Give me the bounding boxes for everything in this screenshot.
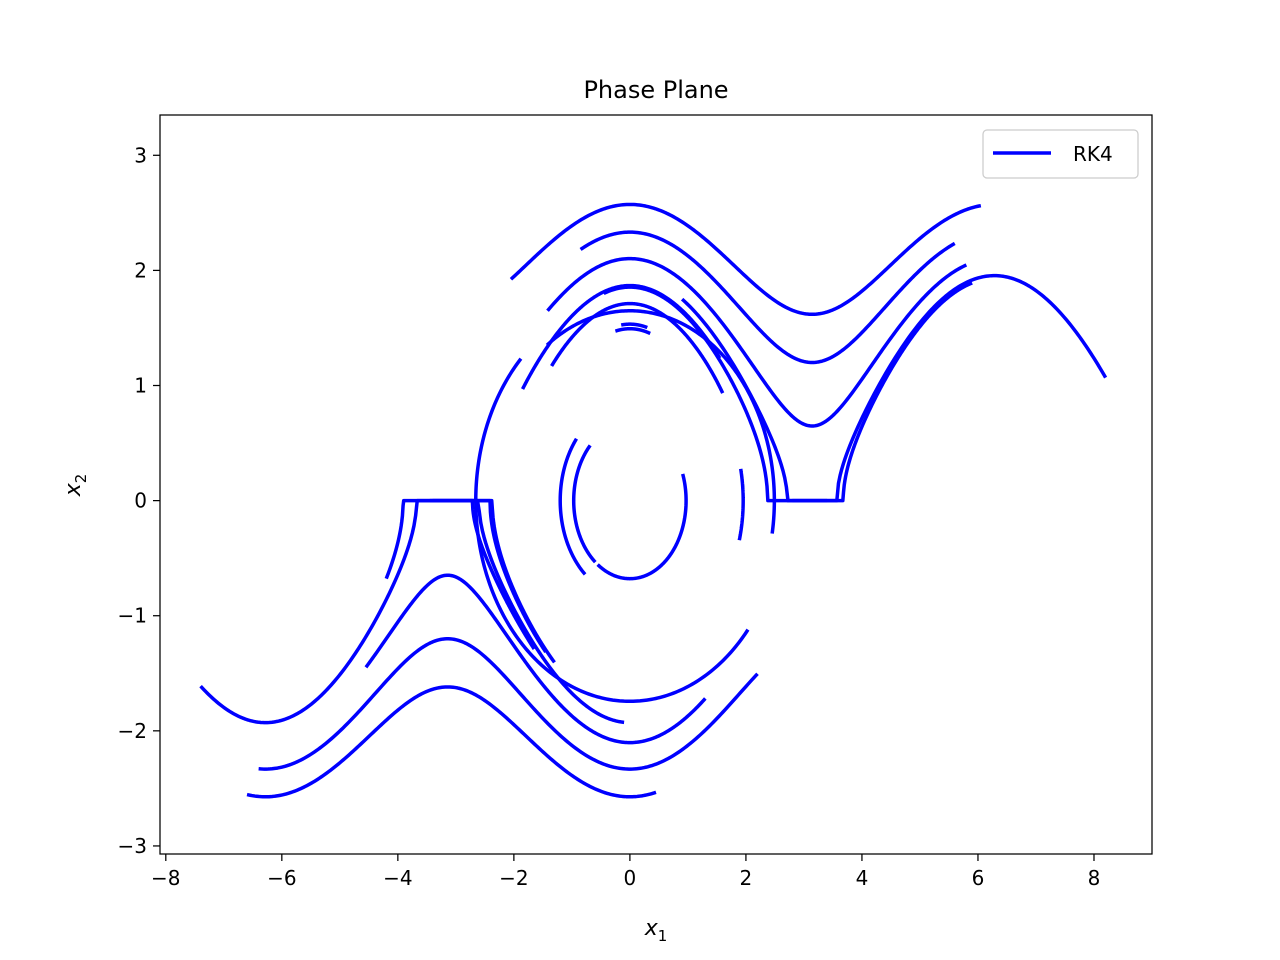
y-axis-label-main: x [61, 482, 86, 497]
x-tick-label: −2 [499, 866, 528, 890]
trajectory-line-8 [619, 322, 649, 330]
x-axis-label-subscript: 1 [658, 927, 668, 945]
legend-box [982, 129, 1139, 179]
trajectory-line-15 [737, 467, 745, 542]
trajectory-line-17 [258, 637, 759, 771]
trajectory-line-16 [246, 685, 657, 799]
trajectory-line-2 [546, 256, 968, 428]
x-axis-ticks: −8 −6 −4 −2 0 2 4 6 8 [151, 854, 1100, 890]
trajectory-line-14 [571, 444, 597, 564]
x-tick-label: 4 [856, 866, 869, 890]
trajectory-line-13 [558, 437, 587, 576]
y-tick-label: 1 [134, 374, 147, 398]
trajectory-curves [199, 202, 1108, 799]
trajectory-line-20 [199, 498, 625, 725]
x-axis-label-main: x [644, 916, 659, 941]
x-tick-label: −4 [383, 866, 412, 890]
y-tick-label: 2 [134, 258, 147, 282]
y-axis-ticks: −3 −2 −1 0 1 2 3 [118, 143, 160, 858]
x-tick-label: −8 [151, 866, 180, 890]
trajectory-line-7 [550, 301, 725, 394]
trajectory-line-0 [509, 202, 982, 317]
x-tick-label: 6 [972, 866, 985, 890]
x-tick-label: 2 [740, 866, 753, 890]
y-tick-label: −2 [118, 719, 147, 743]
y-tick-label: −1 [118, 604, 147, 628]
y-tick-label: 0 [134, 489, 147, 513]
y-axis-label-subscript: 2 [72, 474, 90, 484]
trajectory-line-11 [474, 357, 750, 704]
trajectory-line-1 [579, 230, 956, 365]
y-axis-label: x2 [61, 474, 90, 498]
axes-frame [159, 114, 1153, 855]
x-tick-label: 0 [624, 866, 637, 890]
trajectory-line-10 [545, 309, 777, 534]
trajectory-line-22 [428, 498, 548, 654]
trajectory-line-9 [613, 326, 652, 336]
trajectory-line-6 [521, 283, 722, 390]
plot-area [159, 114, 1153, 855]
trajectory-line-12 [596, 473, 688, 581]
y-tick-label: 3 [134, 143, 147, 167]
trajectory-line-18 [364, 573, 707, 745]
x-tick-label: −6 [267, 866, 296, 890]
chart-title: Phase Plane [583, 76, 728, 104]
x-axis-label: x1 [644, 916, 668, 945]
legend: RK4 [982, 129, 1139, 179]
legend-entry-label: RK4 [1073, 142, 1113, 166]
x-tick-label: 8 [1088, 866, 1101, 890]
y-tick-label: −3 [118, 834, 147, 858]
